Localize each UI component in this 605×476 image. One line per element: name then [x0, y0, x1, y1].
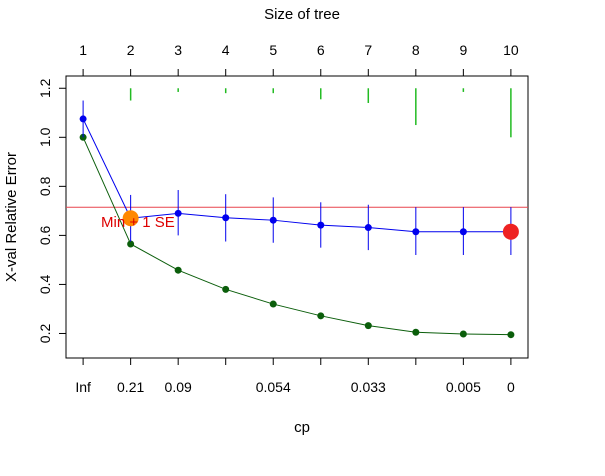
y-tick-label: 1.2: [37, 78, 53, 98]
top-tick-label: 9: [459, 42, 467, 58]
y-axis: 0.2 0.4 0.6 0.8 1.0 1.2: [37, 78, 67, 344]
training-error-line: [82, 137, 511, 336]
training-error-point: [174, 266, 182, 274]
xval-error-point: [364, 224, 372, 232]
top-tick-label: 10: [503, 42, 519, 58]
training-error-point: [459, 330, 467, 338]
top-tick-label: 1: [79, 42, 87, 58]
selected-tree-marker: [122, 210, 139, 227]
variability-marks: [129, 88, 512, 138]
top-tick-label: 5: [269, 42, 277, 58]
highlight-markers: [122, 210, 519, 240]
y-axis-title: X-val Relative Error: [3, 152, 20, 282]
top-tick-label: 7: [364, 42, 372, 58]
y-tick-label: 0.2: [37, 324, 53, 344]
training-error-point: [412, 328, 420, 336]
xval-error-series: [79, 100, 515, 256]
top-tick-label: 4: [222, 42, 230, 58]
xval-error-point: [174, 209, 182, 217]
top-tick-label: 8: [412, 42, 420, 58]
xval-error-point: [269, 216, 277, 224]
y-tick-label: 0.8: [37, 176, 53, 196]
top-axis-title: Size of tree: [264, 6, 340, 23]
xval-error-point: [412, 228, 420, 236]
y-tick-label: 1.0: [37, 127, 53, 147]
training-error-point: [127, 240, 135, 248]
training-error-point: [507, 331, 515, 339]
training-error-point: [269, 300, 277, 308]
xval-error-line: [82, 118, 511, 233]
bottom-tick-label: 0.09: [165, 379, 192, 395]
top-axis: 1 2 3 4 5 6 7 8 9 10: [79, 42, 519, 77]
bottom-axis: Inf 0.21 0.09 0.054 0.033 0.005 0: [75, 357, 515, 395]
top-tick-label: 3: [174, 42, 182, 58]
top-tick-label: 2: [127, 42, 135, 58]
xval-error-point: [222, 214, 230, 222]
bottom-tick-label: 0.21: [117, 379, 144, 395]
bottom-tick-label: 0: [507, 379, 515, 395]
bottom-tick-label: Inf: [75, 379, 91, 395]
xval-error-point: [459, 228, 467, 236]
bottom-tick-label: 0.005: [446, 379, 481, 395]
x-axis-title: cp: [294, 419, 310, 436]
training-error-series: [79, 133, 515, 339]
y-tick-label: 0.6: [37, 225, 53, 245]
bottom-tick-label: 0.033: [351, 379, 386, 395]
top-tick-label: 6: [317, 42, 325, 58]
xval-error-point: [79, 115, 87, 123]
xval-error-point: [317, 221, 325, 229]
y-tick-label: 0.4: [37, 274, 53, 294]
bottom-tick-label: 0.054: [256, 379, 291, 395]
training-error-point: [364, 322, 372, 330]
training-error-point: [222, 285, 230, 293]
min-plus-se-label: Min + 1 SE: [101, 214, 175, 231]
min-error-marker: [502, 223, 519, 240]
training-error-point: [317, 312, 325, 320]
